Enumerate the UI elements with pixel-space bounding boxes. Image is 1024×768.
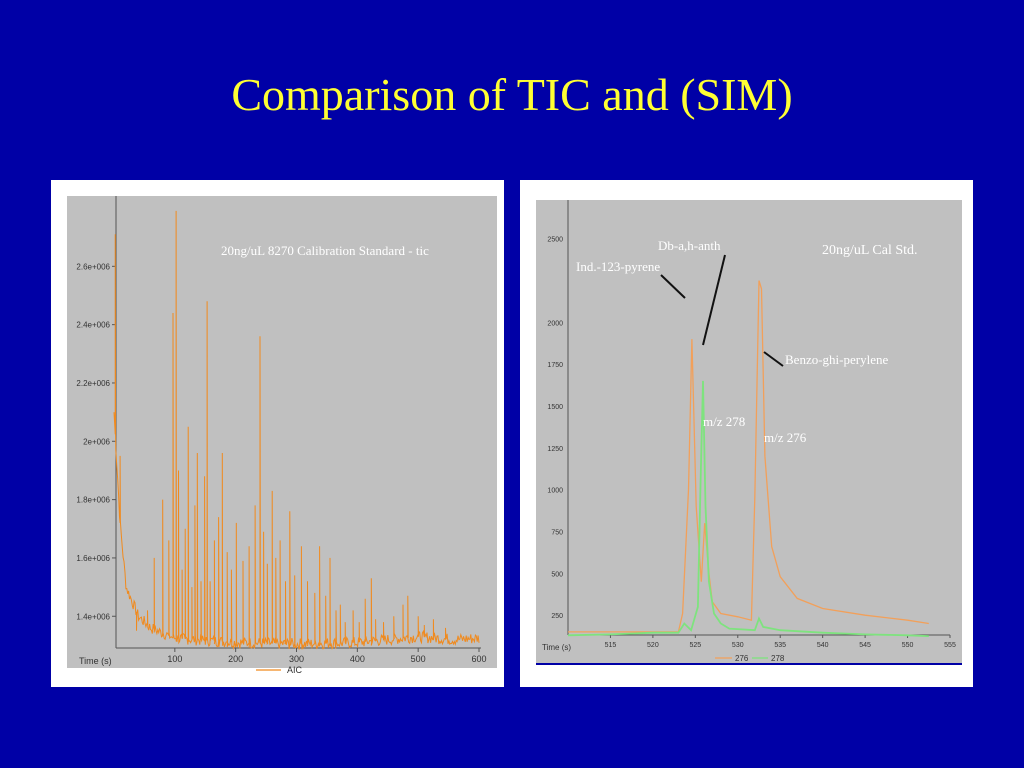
sim-y-tick-label: 1750 — [547, 362, 563, 369]
sim-y-tick-label: 1500 — [547, 404, 563, 411]
tic-x-tick-label: 400 — [350, 654, 365, 664]
tic-series-aic — [113, 210, 480, 651]
tic-y-tick-label: 2.2e+006 — [76, 379, 110, 388]
sim-x-tick-label: 535 — [774, 642, 786, 649]
annotation-indeno-pyrene: Ind.-123-pyrene — [576, 259, 660, 274]
sim-legend-label-276: 276 — [735, 654, 749, 663]
annotation-mz-276: m/z 276 — [764, 430, 807, 445]
tic-x-tick-label: 600 — [471, 654, 486, 664]
tic-chart-panel: 1.4e+006 1.6e+006 1.8e+006 2e+006 2.2e+006 2.… — [51, 180, 504, 687]
tic-y-tick-label: 1.8e+006 — [76, 496, 110, 505]
sim-x-tick-label: 520 — [647, 642, 659, 649]
sim-y-tick-label: 1000 — [547, 488, 563, 495]
annotation-mz-278: m/z 278 — [703, 414, 745, 429]
sim-chart-title: 20ng/uL Cal Std. — [822, 243, 918, 258]
annotation-benzo-perylene: Benzo-ghi-perylene — [785, 352, 888, 367]
sim-x-tick-label: 525 — [689, 642, 701, 649]
pointer-benzo-perylene — [763, 351, 784, 367]
tic-y-tick-label: 2.4e+006 — [76, 321, 110, 330]
tic-y-tick-label: 1.4e+006 — [76, 612, 110, 621]
tic-y-tick-label: 2e+006 — [83, 437, 110, 446]
pointer-indeno-pyrene — [660, 274, 686, 299]
sim-y-tick-label: 2000 — [547, 320, 563, 327]
sim-x-tick-label: 530 — [732, 642, 744, 649]
sim-x-axis-label: Time (s) — [542, 643, 571, 652]
sim-y-tick-label: 250 — [551, 613, 563, 620]
tic-chart-title: 20ng/uL 8270 Calibration Standard - tic — [221, 243, 429, 258]
sim-y-tick-label: 2500 — [547, 237, 563, 244]
sim-plot-background — [536, 200, 962, 665]
sim-x-tick-label: 555 — [944, 642, 956, 649]
sim-y-tick-label: 1250 — [547, 446, 563, 453]
sim-legend-label-278: 278 — [771, 654, 785, 663]
sim-series-276 — [568, 280, 929, 633]
slide-title: Comparison of TIC and (SIM) — [231, 69, 793, 120]
tic-chart: 1.4e+006 1.6e+006 1.8e+006 2e+006 2.2e+006 2.… — [67, 196, 497, 675]
pointer-dibenz-anthracene — [702, 254, 726, 346]
sim-x-tick-label: 550 — [902, 642, 914, 649]
sim-chart: 2500 2000 1750 1500 1250 1000 750 500 250 515 520… — [536, 200, 962, 665]
sim-series-278 — [567, 380, 929, 637]
sim-x-tick-label: 540 — [817, 642, 829, 649]
tic-x-tick-label: 300 — [289, 654, 304, 664]
tic-plot-background — [67, 196, 497, 668]
tic-x-tick-label: 200 — [228, 654, 243, 664]
tic-x-tick-label: 500 — [411, 654, 426, 664]
sim-x-tick-label: 515 — [605, 642, 617, 649]
tic-y-tick-label: 2.6e+006 — [76, 262, 110, 271]
sim-y-tick-label: 750 — [551, 530, 563, 537]
sim-x-tick-label: 545 — [859, 642, 871, 649]
annotation-dibenz-anthracene: Db-a,h-anth — [658, 238, 721, 253]
tic-x-axis-label: Time (s) — [79, 656, 112, 666]
tic-legend-label: AIC — [287, 665, 303, 675]
sim-chart-panel: 2500 2000 1750 1500 1250 1000 750 500 250 515 520… — [520, 180, 973, 687]
sim-y-tick-label: 500 — [551, 571, 563, 578]
tic-x-tick-label: 100 — [167, 654, 182, 664]
tic-y-tick-label: 1.6e+006 — [76, 554, 110, 563]
